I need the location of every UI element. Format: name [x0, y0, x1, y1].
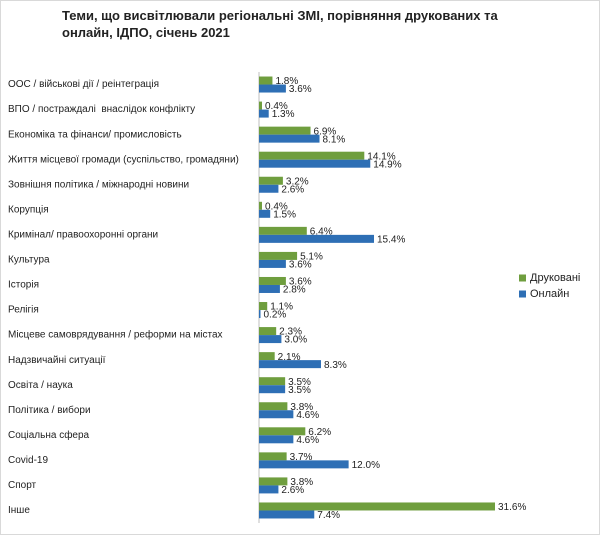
legend-swatch — [519, 290, 526, 298]
value-label: 4.6% — [296, 435, 319, 446]
bar — [259, 276, 286, 285]
category-label: Інше — [8, 505, 30, 516]
bar — [259, 360, 321, 369]
category-label: Зовнішня політика / міжнародні новини — [8, 179, 189, 190]
bar — [259, 435, 294, 444]
bar — [259, 234, 375, 243]
chart-title: Теми, що висвітлювали регіональні ЗМІ, п… — [62, 8, 498, 40]
value-label: 3.8% — [290, 477, 313, 488]
value-label: 6.2% — [308, 427, 331, 438]
category-label: Корупція — [8, 204, 49, 215]
bar — [259, 302, 268, 311]
category-label: Політика / вибори — [8, 404, 91, 416]
category-label: Спорт — [8, 480, 37, 491]
value-label: 2.6% — [281, 485, 304, 496]
bar — [259, 502, 495, 511]
bar — [259, 460, 349, 469]
value-label: 3.2% — [286, 176, 309, 187]
value-label: 8.3% — [324, 360, 347, 371]
value-label: 14.9% — [373, 159, 401, 170]
category-label: Життя місцевої громади (суспільство, гро… — [8, 154, 239, 165]
bar — [259, 402, 288, 411]
bar — [259, 427, 306, 436]
bar — [259, 335, 282, 344]
value-label: 1.1% — [270, 302, 293, 313]
category-label: ООС / військові дії / реінтеграція — [8, 79, 159, 90]
category-label: Історія — [8, 280, 39, 291]
value-label: 12.0% — [352, 460, 380, 471]
bar — [259, 84, 286, 93]
bar — [259, 410, 294, 419]
bar — [259, 485, 279, 494]
value-label: 3.6% — [289, 260, 312, 271]
bar — [259, 209, 271, 218]
bar — [259, 159, 371, 168]
category-label: Кримінал/ правоохоронні органи — [8, 230, 158, 241]
bar — [259, 510, 315, 519]
value-label: 3.6% — [289, 84, 312, 95]
value-label: 3.5% — [288, 385, 311, 396]
category-label: Культура — [8, 255, 50, 266]
value-label: 6.9% — [314, 126, 337, 137]
category-label: Надзвичайні ситуації — [8, 355, 106, 366]
bar — [259, 134, 320, 143]
bar — [259, 151, 365, 160]
bar — [259, 101, 262, 110]
value-label: 15.4% — [377, 235, 405, 246]
value-label: 2.6% — [281, 184, 304, 195]
bar — [259, 126, 311, 135]
bar — [259, 310, 261, 319]
bar — [259, 201, 262, 210]
value-label: 1.8% — [275, 76, 298, 87]
value-label: 0.4% — [265, 101, 288, 112]
category-label: ВПО / постраждалі внаслідок конфлікту — [8, 103, 195, 115]
bar — [259, 76, 273, 85]
legend-label: Онлайн — [530, 288, 569, 300]
category-label: Місцеве самоврядування / реформи на міст… — [8, 329, 223, 341]
bar — [259, 226, 307, 235]
bar — [259, 477, 288, 486]
value-label: 8.1% — [322, 134, 345, 145]
category-label: Соціальна сфера — [8, 429, 90, 441]
legend-label: Друковані — [530, 272, 580, 284]
value-label: 2.8% — [283, 285, 306, 296]
bar — [259, 284, 280, 293]
value-label: 1.3% — [272, 109, 295, 120]
bar — [259, 327, 277, 336]
legend-swatch — [519, 274, 526, 282]
value-label: 0.2% — [263, 310, 286, 321]
category-label: Релігія — [8, 305, 39, 316]
bar — [259, 352, 275, 361]
value-label: 3.7% — [290, 452, 313, 463]
bar — [259, 184, 279, 193]
bar — [259, 109, 269, 118]
value-label: 5.1% — [300, 252, 323, 263]
value-label: 2.3% — [279, 327, 302, 338]
bar — [259, 259, 286, 268]
value-label: 14.1% — [367, 151, 395, 162]
value-label: 31.6% — [498, 502, 526, 513]
bar — [259, 176, 283, 185]
category-label: Освіта / наука — [8, 380, 73, 391]
value-label: 3.8% — [290, 402, 313, 413]
value-label: 3.5% — [288, 377, 311, 388]
value-label: 7.4% — [317, 510, 340, 521]
bar — [259, 377, 286, 386]
value-label: 3.6% — [289, 277, 312, 288]
value-label: 4.6% — [296, 410, 319, 421]
value-label: 2.1% — [278, 352, 301, 363]
category-label: Економіка та фінанси/ промисловість — [8, 128, 182, 140]
bar — [259, 452, 287, 461]
bar — [259, 385, 286, 394]
value-label: 3.0% — [284, 335, 307, 346]
bar — [259, 251, 298, 260]
value-label: 1.5% — [273, 209, 296, 220]
category-label: Covid-19 — [8, 455, 48, 466]
value-label: 0.4% — [265, 201, 288, 212]
value-label: 6.4% — [310, 227, 333, 238]
